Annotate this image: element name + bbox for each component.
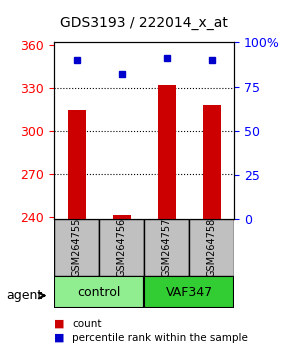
Text: ■: ■	[54, 333, 64, 343]
FancyBboxPatch shape	[54, 219, 99, 276]
Bar	[68, 110, 85, 219]
Text: GSM264757: GSM264757	[161, 218, 172, 278]
Text: GSM264758: GSM264758	[206, 218, 217, 278]
FancyBboxPatch shape	[144, 276, 234, 308]
Text: VAF347: VAF347	[165, 286, 213, 298]
Text: GSM264755: GSM264755	[71, 218, 82, 278]
Text: control: control	[77, 286, 121, 298]
Text: ■: ■	[54, 319, 64, 329]
FancyBboxPatch shape	[144, 219, 189, 276]
FancyBboxPatch shape	[99, 219, 144, 276]
Bar	[158, 85, 175, 219]
Text: percentile rank within the sample: percentile rank within the sample	[72, 333, 248, 343]
Text: GDS3193 / 222014_x_at: GDS3193 / 222014_x_at	[60, 16, 228, 30]
Text: agent: agent	[6, 289, 42, 302]
Text: GSM264756: GSM264756	[116, 218, 127, 278]
Text: count: count	[72, 319, 101, 329]
Bar	[202, 105, 220, 219]
FancyBboxPatch shape	[54, 276, 144, 308]
Bar	[112, 215, 130, 219]
FancyBboxPatch shape	[189, 219, 234, 276]
